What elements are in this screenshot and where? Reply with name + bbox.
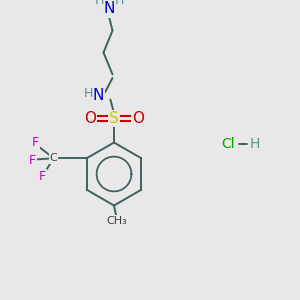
Text: H: H <box>95 0 104 7</box>
Text: H: H <box>115 0 124 7</box>
Text: C: C <box>50 153 58 163</box>
Text: N: N <box>93 88 104 104</box>
Text: H: H <box>250 137 260 151</box>
Text: O: O <box>84 111 96 126</box>
Text: F: F <box>28 154 36 167</box>
Text: CH₃: CH₃ <box>106 216 128 226</box>
Text: Cl: Cl <box>221 137 235 151</box>
Text: N: N <box>104 2 115 16</box>
Text: O: O <box>132 111 144 126</box>
Text: S: S <box>109 111 119 126</box>
Text: F: F <box>32 136 39 149</box>
Text: H: H <box>84 87 93 100</box>
Text: F: F <box>39 170 46 183</box>
